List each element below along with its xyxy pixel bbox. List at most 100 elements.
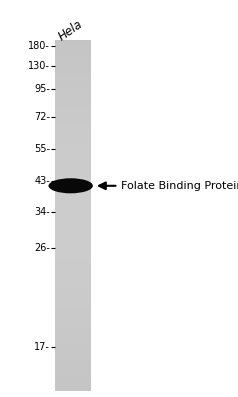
Bar (55, 342, 91, 346)
Bar (55, 293, 91, 297)
Bar (55, 226, 91, 230)
Bar (55, 331, 91, 335)
Bar (55, 272, 91, 276)
Bar (55, 75, 91, 79)
Bar (55, 387, 91, 391)
Bar (55, 177, 91, 181)
Text: 17-: 17- (34, 342, 50, 353)
Bar (55, 303, 91, 307)
Bar (55, 377, 91, 381)
Text: 130-: 130- (28, 60, 50, 71)
Bar (55, 353, 91, 357)
Bar (55, 363, 91, 367)
Bar (55, 359, 91, 363)
Bar (55, 82, 91, 86)
Bar (55, 43, 91, 47)
Bar (55, 317, 91, 321)
Text: 95-: 95- (34, 84, 50, 94)
Bar (55, 215, 91, 219)
Bar (55, 103, 91, 107)
Bar (55, 205, 91, 209)
Bar (55, 152, 91, 156)
Bar (55, 121, 91, 124)
Bar (55, 268, 91, 272)
Bar (55, 349, 91, 353)
Bar (55, 307, 91, 310)
Text: Folate Binding Protein: Folate Binding Protein (121, 181, 238, 191)
Bar (55, 131, 91, 135)
Text: 34-: 34- (34, 207, 50, 218)
Bar (55, 180, 91, 184)
Bar (55, 374, 91, 378)
Bar (55, 370, 91, 374)
Bar (55, 117, 91, 121)
Bar (55, 240, 91, 244)
Bar (55, 286, 91, 289)
Bar (55, 96, 91, 100)
Bar (55, 384, 91, 388)
Text: 26-: 26- (34, 243, 50, 253)
Bar (55, 380, 91, 384)
Bar (55, 201, 91, 205)
Bar (55, 135, 91, 139)
Bar (55, 54, 91, 58)
Bar (55, 173, 91, 177)
Bar (55, 57, 91, 61)
Bar (55, 64, 91, 68)
Bar (55, 170, 91, 173)
Bar (55, 289, 91, 293)
Bar (55, 138, 91, 142)
Bar (55, 264, 91, 268)
Bar (55, 310, 91, 314)
Bar (55, 237, 91, 240)
Ellipse shape (49, 178, 93, 193)
Bar (55, 50, 91, 54)
Bar (55, 345, 91, 349)
Bar (55, 261, 91, 265)
Bar (55, 40, 91, 44)
Bar (55, 219, 91, 223)
Bar (55, 194, 91, 198)
Bar (55, 328, 91, 332)
Bar (55, 106, 91, 110)
Bar (55, 366, 91, 370)
Bar (55, 247, 91, 251)
Bar (55, 229, 91, 233)
Bar (55, 99, 91, 103)
Text: 180-: 180- (28, 40, 50, 51)
Bar (55, 254, 91, 258)
Bar (55, 184, 91, 188)
Bar (55, 93, 91, 96)
Bar (55, 321, 91, 325)
Bar (55, 187, 91, 191)
Bar (55, 47, 91, 51)
Bar (55, 40, 91, 391)
Bar (55, 71, 91, 75)
Bar (55, 163, 91, 167)
Bar (55, 356, 91, 360)
Text: 55-: 55- (34, 144, 50, 154)
Text: 72-: 72- (34, 112, 50, 122)
Bar (55, 114, 91, 118)
Bar (55, 191, 91, 195)
Bar (55, 156, 91, 160)
Text: 43-: 43- (34, 175, 50, 186)
Bar (55, 296, 91, 300)
Bar (55, 338, 91, 342)
Bar (55, 300, 91, 304)
Bar (55, 89, 91, 93)
Bar (55, 314, 91, 318)
Bar (55, 110, 91, 114)
Bar (55, 127, 91, 131)
Bar (55, 275, 91, 279)
Bar (55, 142, 91, 146)
Bar (55, 243, 91, 247)
Bar (55, 208, 91, 212)
Bar (55, 222, 91, 226)
Bar (55, 251, 91, 254)
Bar (55, 258, 91, 262)
Bar (55, 85, 91, 89)
Bar (55, 159, 91, 163)
Bar (55, 198, 91, 202)
Bar (55, 61, 91, 65)
